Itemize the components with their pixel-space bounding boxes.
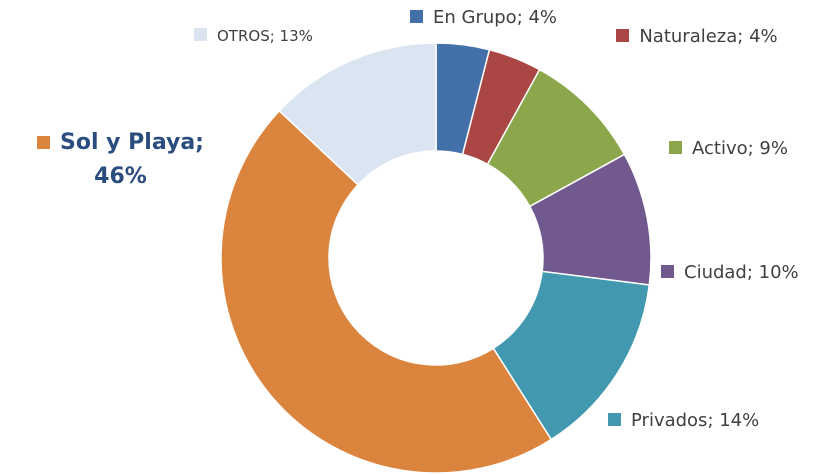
data-label: Privados; 14% (608, 406, 808, 435)
slice (278, 42, 437, 186)
slice (492, 270, 651, 441)
label-text: Privados; 14% (631, 410, 760, 431)
data-label: Sol y Playa; 46% (8, 126, 233, 194)
label-text: OTROS; 13% (217, 27, 313, 45)
data-label: Activo; 9% (669, 134, 829, 163)
legend-swatch (669, 141, 682, 154)
legend-swatch (37, 136, 50, 149)
data-label: OTROS; 13% (194, 22, 354, 51)
label-text: Sol y Playa; 46% (60, 130, 204, 189)
label-text: Naturaleza; 4% (639, 26, 778, 47)
legend-swatch (661, 265, 674, 278)
slice (220, 109, 553, 474)
data-label: Naturaleza; 4% (604, 22, 790, 51)
legend-swatch (608, 413, 621, 426)
legend-swatch (616, 29, 630, 42)
label-text: Ciudad; 10% (684, 262, 799, 283)
data-label: Ciudad; 10% (661, 258, 836, 287)
label-text: Activo; 9% (692, 138, 788, 159)
legend-swatch (410, 10, 423, 23)
data-label: En Grupo; 4% (410, 3, 610, 32)
legend-swatch (194, 28, 207, 41)
label-text: En Grupo; 4% (433, 7, 558, 28)
